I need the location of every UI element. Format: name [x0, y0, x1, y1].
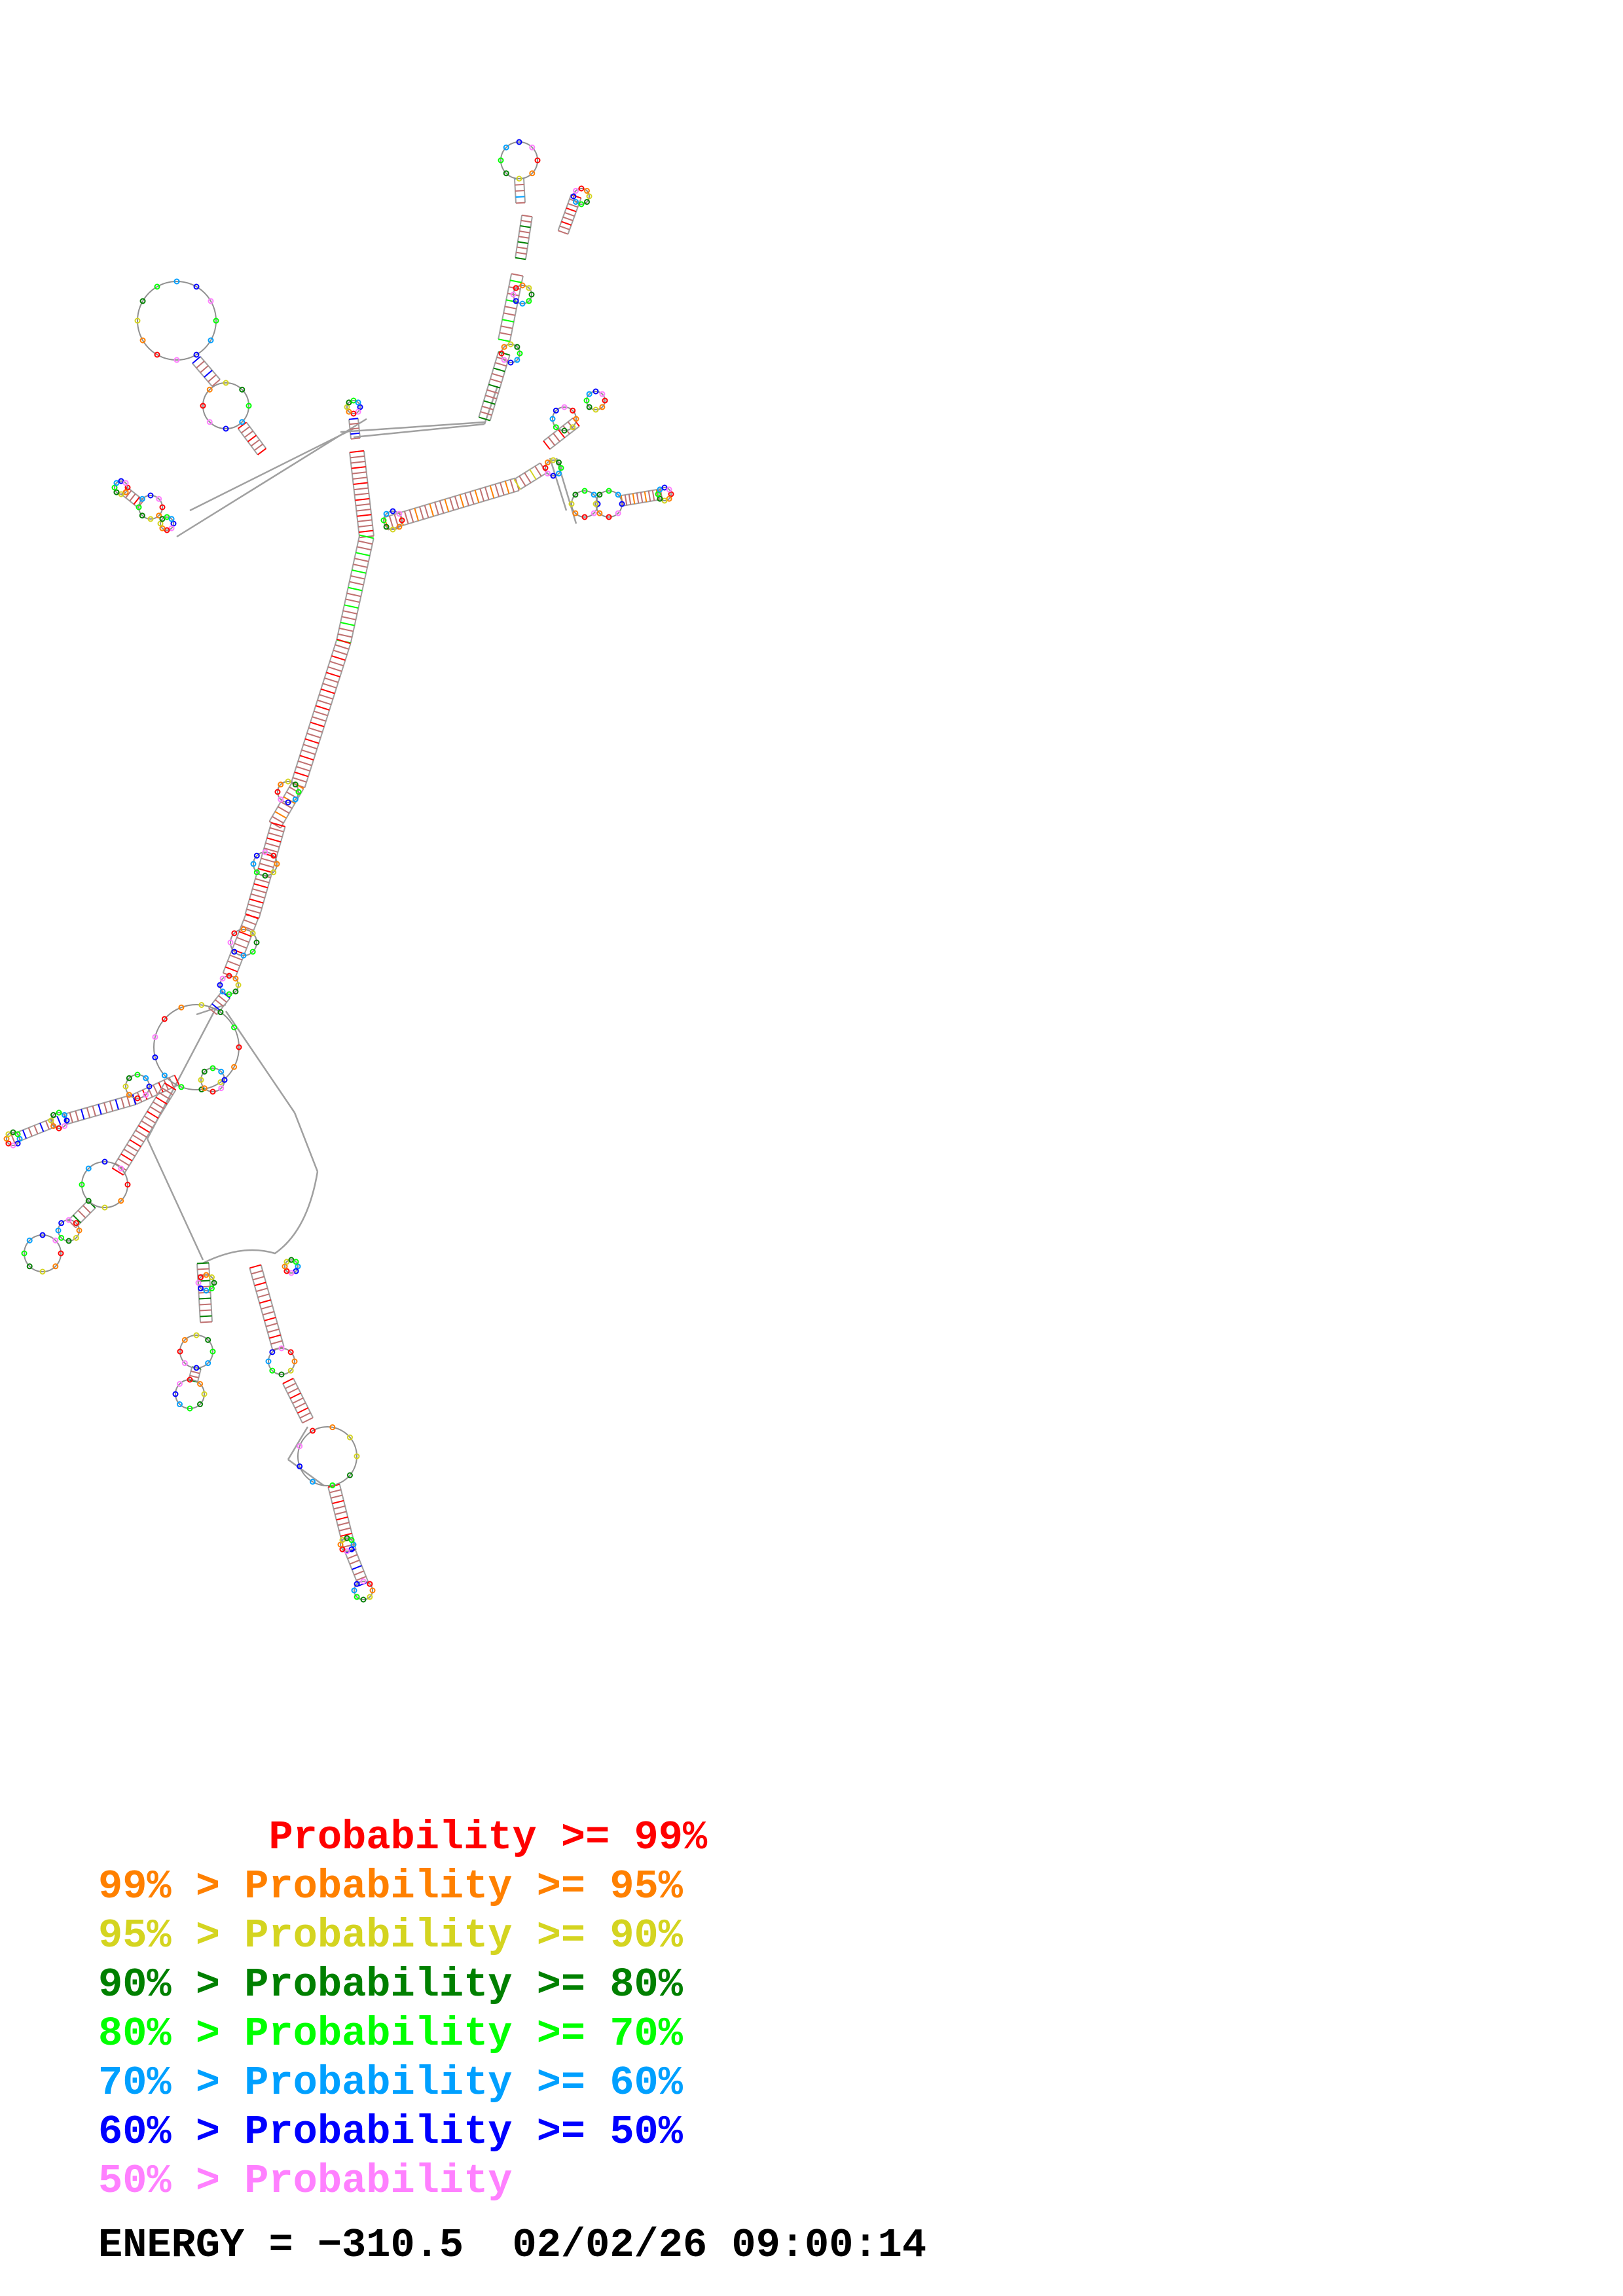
- loop: [593, 488, 625, 520]
- loop: [542, 457, 564, 479]
- helix: [478, 351, 511, 422]
- loop: [177, 1332, 216, 1371]
- loop: [549, 404, 579, 434]
- legend-row: 90% > Probability >= 80%: [98, 1960, 707, 2009]
- legend-prefix: 60% >: [98, 2109, 245, 2155]
- legend-row: 50% > Probability: [98, 2157, 707, 2206]
- legend-label: Probability >= 60%: [244, 2060, 683, 2106]
- helix: [513, 462, 547, 490]
- legend-label: Probability >= 80%: [244, 1962, 683, 2008]
- loop: [3, 1129, 23, 1149]
- helix: [620, 488, 663, 507]
- legend-row: Probability >= 99%: [98, 1813, 707, 1862]
- loop: [200, 380, 252, 432]
- legend-prefix: 99% >: [98, 1863, 245, 1910]
- loop: [351, 1578, 376, 1603]
- helix: [290, 638, 352, 789]
- loop: [217, 973, 242, 997]
- loop: [282, 1257, 301, 1276]
- loop: [265, 1345, 298, 1378]
- helix: [249, 1264, 285, 1351]
- energy-footer: ENERGY = −310.5 02/02/26 09:00:14: [98, 2222, 926, 2269]
- loop: [227, 926, 260, 959]
- loop: [195, 1272, 217, 1294]
- helix: [67, 1200, 96, 1229]
- helix: [348, 418, 361, 440]
- loop: [498, 139, 541, 182]
- energy-value: ENERGY = −310.5: [98, 2222, 464, 2269]
- legend-label: Probability: [244, 2158, 513, 2204]
- helix: [349, 450, 374, 539]
- loop: [274, 778, 302, 806]
- loop: [297, 1424, 360, 1488]
- legend-row: 95% > Probability >= 90%: [98, 1911, 707, 1960]
- loop: [157, 514, 177, 533]
- helix: [244, 822, 286, 919]
- legend-prefix: 70% >: [98, 2060, 245, 2106]
- legend-row: 70% > Probability >= 60%: [98, 2058, 707, 2108]
- legend-label: Probability >= 90%: [244, 1912, 683, 1959]
- legend-label: Probability >= 95%: [244, 1863, 683, 1910]
- legend-prefix: 90% >: [98, 1962, 245, 2008]
- loop: [337, 1535, 357, 1554]
- rna-secondary-structure: [3, 139, 674, 1603]
- loop: [152, 1001, 242, 1093]
- helix: [282, 1378, 314, 1424]
- loop: [380, 508, 405, 533]
- legend-prefix: 95% >: [98, 1912, 245, 1959]
- helix: [111, 1082, 177, 1176]
- loop: [583, 388, 608, 413]
- loop: [134, 278, 219, 363]
- backbone-lines: [146, 386, 577, 1487]
- helix: [498, 273, 524, 342]
- legend-label: Probability >= 70%: [244, 2011, 683, 2057]
- loop: [498, 341, 523, 366]
- loops: [3, 139, 674, 1603]
- loop: [55, 1217, 82, 1244]
- loop: [48, 1109, 70, 1132]
- probability-legend: Probability >= 99% 99% > Probability >= 9…: [98, 1813, 707, 2206]
- loop: [122, 1071, 153, 1102]
- loop: [570, 185, 593, 207]
- legend-prefix: 80% >: [98, 2011, 245, 2057]
- loop: [198, 1065, 228, 1095]
- legend-row: 60% > Probability >= 50%: [98, 2108, 707, 2157]
- loop: [250, 849, 280, 879]
- helix: [514, 177, 526, 204]
- legend-row: 99% > Probability >= 95%: [98, 1862, 707, 1911]
- helix: [543, 417, 580, 450]
- loop: [172, 1376, 208, 1412]
- timestamp: 02/02/26 09:00:14: [512, 2222, 927, 2269]
- legend-row: 80% > Probability >= 70%: [98, 2009, 707, 2058]
- loop: [655, 484, 674, 504]
- loop: [344, 397, 363, 417]
- helix: [237, 422, 267, 456]
- loop: [510, 282, 535, 307]
- helix: [515, 214, 533, 260]
- loop: [111, 478, 131, 497]
- legend-prefix: [98, 1814, 268, 1861]
- legend-prefix: 50% >: [98, 2158, 245, 2204]
- helix: [222, 913, 259, 978]
- helix: [336, 534, 374, 644]
- loop: [21, 1232, 64, 1275]
- legend-label: Probability >= 50%: [244, 2109, 683, 2155]
- helix: [192, 356, 221, 387]
- helix: [344, 1549, 369, 1587]
- legend-label: Probability >= 99%: [268, 1814, 708, 1861]
- helix: [384, 477, 520, 531]
- helices: [10, 177, 663, 1587]
- loop: [79, 1158, 131, 1211]
- helix: [63, 1094, 137, 1125]
- loop: [136, 492, 166, 522]
